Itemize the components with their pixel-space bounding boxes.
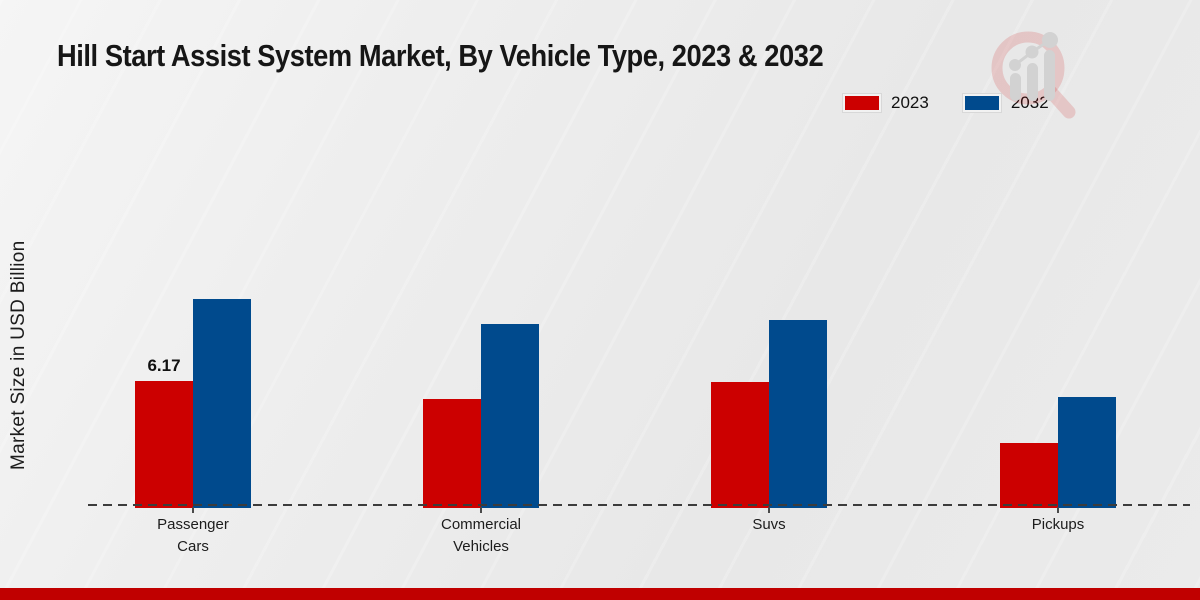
bar-group-suvs — [711, 320, 827, 508]
x-label-passenger-cars: Passenger Cars — [157, 516, 229, 555]
x-label-suvs: Suvs — [752, 516, 786, 533]
footer-red-strip — [0, 588, 1200, 600]
legend: 2023 2032 — [842, 93, 1049, 113]
chart-magnifier-logo-icon — [991, 31, 1076, 119]
bar-group-passenger-cars: 6.17 — [135, 299, 251, 508]
bar-group-commercial-vehicles — [423, 324, 539, 508]
legend-label-2023: 2023 — [891, 93, 929, 112]
x-tick — [192, 507, 194, 513]
x-label-pickups: Pickups — [1031, 516, 1085, 533]
legend-item-2032: 2032 — [961, 93, 1049, 113]
bar-2023-suvs — [711, 382, 769, 508]
x-tick — [480, 507, 482, 513]
legend-item-2023: 2023 — [842, 93, 929, 113]
x-label-commercial-vehicles: Commercial Vehicles — [440, 516, 521, 555]
legend-swatch-2032-icon — [961, 93, 1002, 113]
bar-2023-pickups — [1000, 443, 1058, 508]
x-tick — [768, 507, 770, 513]
bar-value-label: 6.17 — [147, 356, 181, 375]
chart-title: Hill Start Assist System Market, By Vehi… — [57, 38, 824, 73]
bar-2032-passenger-cars — [193, 299, 251, 508]
x-tick — [1057, 507, 1059, 513]
bar-2032-pickups — [1058, 397, 1116, 508]
x-axis-dashed-line — [88, 504, 1190, 506]
bar-2032-suvs — [769, 320, 827, 508]
legend-swatch-2023-icon — [842, 93, 882, 113]
bar-2023-commercial-vehicles — [423, 399, 481, 508]
bar-group-pickups — [1000, 397, 1116, 508]
y-axis-label: Market Size in USD Billion — [8, 240, 29, 470]
bar-2032-commercial-vehicles — [481, 324, 539, 508]
bar-2023-passenger-cars: 6.17 — [135, 356, 193, 508]
